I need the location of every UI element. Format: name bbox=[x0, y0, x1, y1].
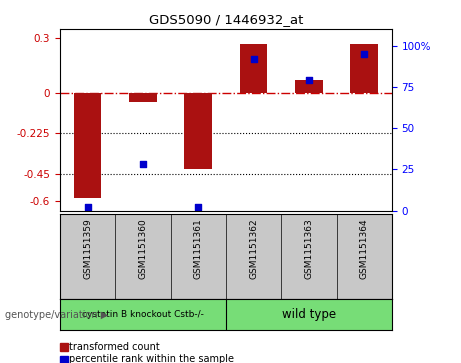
Title: GDS5090 / 1446932_at: GDS5090 / 1446932_at bbox=[149, 13, 303, 26]
Text: GSM1151361: GSM1151361 bbox=[194, 219, 203, 279]
Point bbox=[195, 204, 202, 210]
Bar bbox=[240, 44, 267, 93]
Text: wild type: wild type bbox=[282, 309, 336, 321]
Text: GSM1151363: GSM1151363 bbox=[304, 219, 313, 279]
Bar bbox=[184, 93, 212, 169]
Text: transformed count: transformed count bbox=[69, 342, 160, 352]
Text: genotype/variation ▶: genotype/variation ▶ bbox=[5, 310, 108, 320]
Text: GSM1151359: GSM1151359 bbox=[83, 219, 92, 279]
Bar bbox=[74, 93, 101, 198]
Point bbox=[84, 204, 91, 210]
Bar bbox=[129, 93, 157, 102]
Text: GSM1151362: GSM1151362 bbox=[249, 219, 258, 279]
Text: GSM1151364: GSM1151364 bbox=[360, 219, 369, 279]
Point bbox=[139, 162, 147, 167]
Text: cystatin B knockout Cstb-/-: cystatin B knockout Cstb-/- bbox=[82, 310, 204, 319]
Point bbox=[250, 56, 257, 62]
Point bbox=[305, 77, 313, 83]
Point bbox=[361, 51, 368, 57]
Text: GSM1151360: GSM1151360 bbox=[138, 219, 148, 279]
Text: percentile rank within the sample: percentile rank within the sample bbox=[69, 354, 234, 363]
Bar bbox=[295, 80, 323, 93]
Bar bbox=[350, 44, 378, 93]
